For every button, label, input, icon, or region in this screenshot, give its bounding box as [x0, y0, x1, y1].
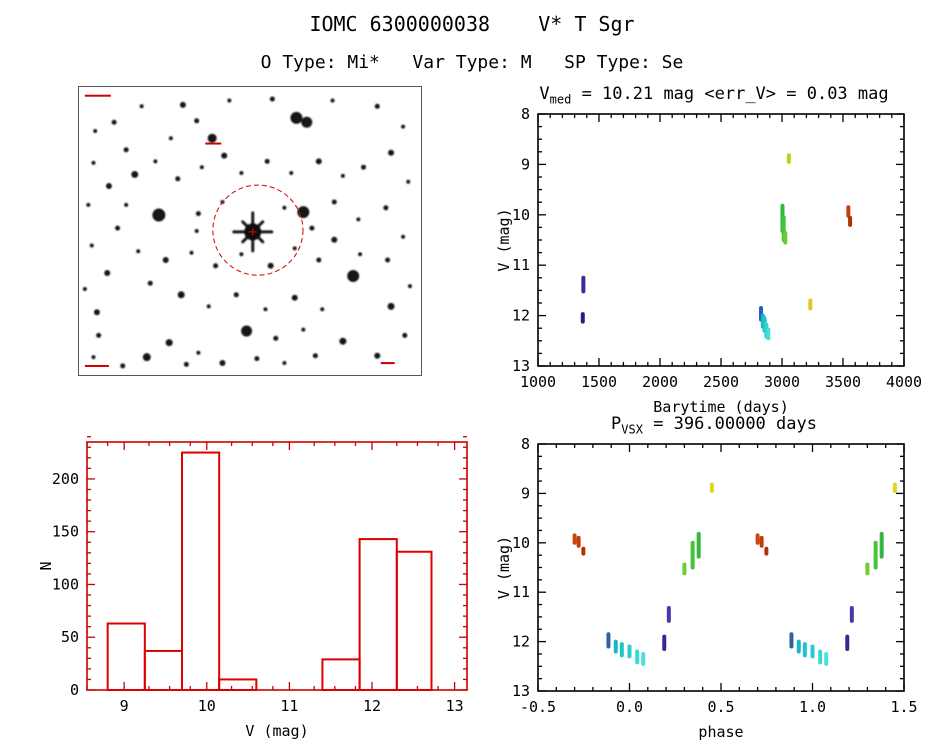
svg-text:200: 200 [52, 470, 79, 488]
svg-text:50: 50 [61, 628, 79, 646]
phase-plot: -0.5 0.0 0.5 1.0 1.5 8 9 10 11 12 13 phase V (mag) [495, 436, 918, 741]
svg-text:3500: 3500 [825, 373, 861, 391]
svg-text:V (mag): V (mag) [495, 536, 513, 599]
svg-text:phase: phase [698, 723, 743, 741]
svg-text:V (mag): V (mag) [245, 722, 308, 740]
svg-text:1500: 1500 [581, 373, 617, 391]
svg-text:12: 12 [363, 697, 381, 715]
svg-text:1000: 1000 [520, 373, 556, 391]
svg-text:10: 10 [198, 697, 216, 715]
svg-text:9: 9 [521, 155, 530, 173]
lightcurve-title: Vmed = 10.21 mag <err_V> = 0.03 mag [488, 84, 940, 106]
page-title: IOMC 6300000038 V* T Sgr [309, 12, 635, 36]
svg-text:13: 13 [512, 682, 530, 700]
svg-text:3000: 3000 [764, 373, 800, 391]
svg-text:11: 11 [512, 583, 530, 601]
svg-text:1.5: 1.5 [890, 698, 917, 716]
svg-text:0.5: 0.5 [707, 698, 734, 716]
finder-chart-image [78, 86, 422, 376]
svg-text:12: 12 [512, 307, 530, 325]
svg-text:13: 13 [446, 697, 464, 715]
svg-text:11: 11 [512, 256, 530, 274]
svg-text:12: 12 [512, 633, 530, 651]
svg-text:N: N [37, 561, 55, 570]
lightcurve-title-subscript: med [549, 92, 572, 107]
svg-text:8: 8 [521, 436, 530, 453]
svg-text:Barytime (days): Barytime (days) [653, 398, 788, 416]
svg-text:-0.5: -0.5 [520, 698, 556, 716]
svg-text:10: 10 [512, 206, 530, 224]
lightcurve-title-text: = 10.21 mag <err_V> = 0.03 mag [571, 84, 889, 104]
phase-title-subscript: VSX [621, 422, 643, 437]
lightcurve-plot: 1000 1500 2000 2500 3000 3500 4000 8 9 10 11 12 13 Ba… [495, 106, 922, 416]
svg-text:8: 8 [521, 106, 530, 123]
svg-text:V (mag): V (mag) [495, 208, 513, 271]
svg-text:9: 9 [521, 484, 530, 502]
svg-text:4000: 4000 [886, 373, 922, 391]
svg-text:10: 10 [512, 534, 530, 552]
histogram-plot: 9 10 11 12 13 0 50 100 150 200 V (mag) N [37, 436, 468, 740]
svg-text:13: 13 [512, 357, 530, 375]
svg-text:2500: 2500 [703, 373, 739, 391]
svg-text:100: 100 [52, 575, 79, 593]
svg-text:11: 11 [280, 697, 298, 715]
svg-text:9: 9 [120, 697, 129, 715]
svg-text:2000: 2000 [642, 373, 678, 391]
page-subtitle: O Type: Mi* Var Type: M SP Type: Se [260, 52, 684, 73]
svg-text:0.0: 0.0 [616, 698, 643, 716]
phase-title: PVSX = 396.00000 days [488, 414, 940, 436]
lightcurve-title-symbol: V [539, 84, 550, 104]
svg-text:0: 0 [70, 681, 79, 699]
phase-title-symbol: P [611, 414, 622, 434]
svg-text:1.0: 1.0 [799, 698, 826, 716]
phase-title-text: = 396.00000 days [642, 414, 817, 434]
svg-text:150: 150 [52, 523, 79, 541]
